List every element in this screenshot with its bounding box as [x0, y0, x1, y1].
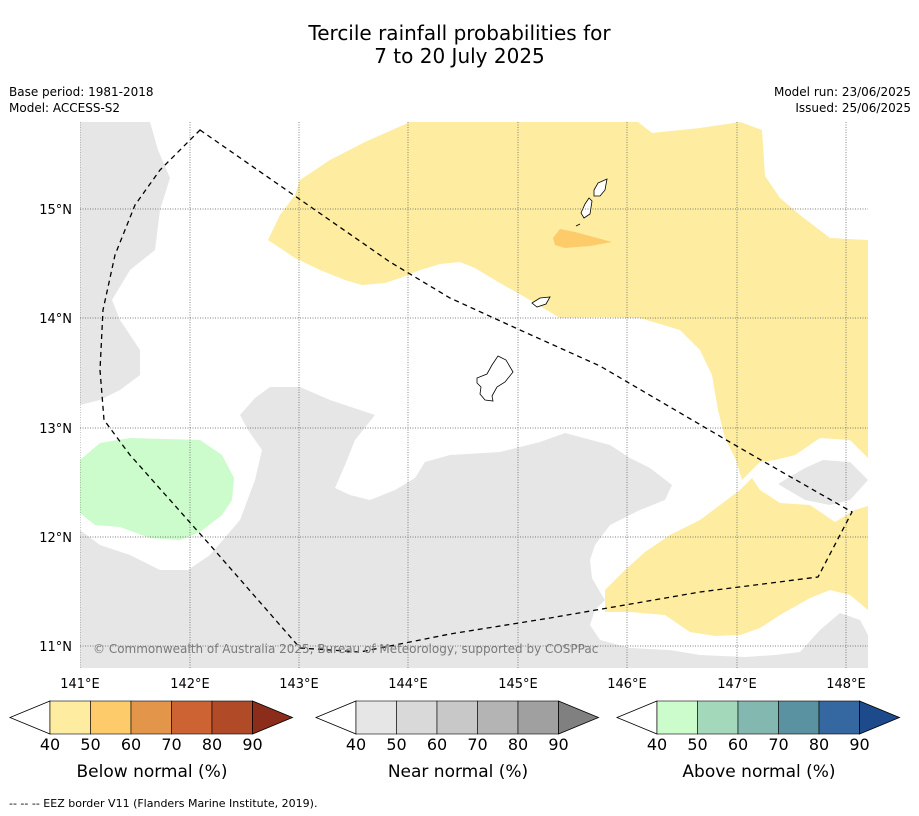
below-colorbar-tick: 90	[242, 735, 262, 754]
above-colorbar-tick: 90	[849, 735, 869, 754]
eez-border	[99, 129, 853, 653]
near-colorbar-under-triangle	[314, 700, 357, 735]
meta-right: Model run: 23/06/2025 Issued: 25/06/2025	[774, 84, 911, 116]
near-colorbar-tick: 50	[386, 735, 406, 754]
above-colorbar-over-triangle	[859, 700, 901, 735]
near-normal-region-west	[80, 122, 170, 405]
above-colorbar-tick: 60	[728, 735, 748, 754]
eez-footnote: -- -- -- EEZ border V11 (Flanders Marine…	[9, 797, 318, 810]
island-aguijan	[575, 223, 581, 227]
above-colorbar-segment	[656, 700, 698, 735]
lat-tick-15: 15°N	[39, 203, 72, 218]
copyright-text: © Commonwealth of Australia 2025, Bureau…	[93, 642, 598, 656]
near-colorbar-tick: 80	[508, 735, 528, 754]
below-colorbar-tick: 70	[161, 735, 181, 754]
above-normal-region	[80, 438, 234, 540]
lon-tick-141: 141°E	[60, 677, 100, 692]
above-colorbar-tick: 70	[768, 735, 788, 754]
island-tinian	[580, 197, 593, 219]
below-colorbar-over-triangle	[252, 700, 294, 735]
colorbar-near-normal: 40 50 60 70 80 90	[314, 700, 600, 754]
chart-title: Tercile rainfall probabilities for 7 to …	[0, 22, 919, 68]
above-colorbar-tick: 80	[809, 735, 829, 754]
near-colorbar-segment	[517, 700, 559, 735]
near-normal-small-patch	[280, 588, 303, 599]
below-colorbar-tick: 60	[121, 735, 141, 754]
model-name: Model: ACCESS-S2	[9, 101, 121, 115]
near-colorbar-segment	[436, 700, 478, 735]
above-colorbar-segment	[778, 700, 820, 735]
colorbar-label-near: Near normal (%)	[387, 762, 529, 782]
lat-axis: 15°N 14°N 13°N 12°N 11°N	[39, 203, 72, 655]
below-normal-region-southeast	[605, 478, 868, 636]
title-line-2: 7 to 20 July 2025	[374, 44, 545, 68]
gridlines	[80, 122, 868, 668]
above-colorbar-tick: 40	[647, 735, 667, 754]
island-rota	[531, 296, 551, 308]
lon-axis: 141°E 142°E 143°E 144°E 145°E 146°E 147°…	[60, 677, 866, 692]
lat-tick-14: 14°N	[39, 312, 72, 327]
colorbar-label-above: Above normal (%)	[682, 762, 836, 782]
below-colorbar-segment	[49, 700, 91, 735]
above-colorbar-segment	[697, 700, 739, 735]
meta-left: Base period: 1981-2018 Model: ACCESS-S2	[9, 84, 154, 116]
below-colorbar-tick: 80	[202, 735, 222, 754]
below-colorbar-segment	[90, 700, 132, 735]
lat-tick-11: 11°N	[39, 640, 72, 655]
lon-tick-146: 146°E	[607, 677, 647, 692]
lon-tick-142: 142°E	[170, 677, 210, 692]
near-colorbar-over-triangle	[558, 700, 600, 735]
lon-tick-145: 145°E	[498, 677, 538, 692]
below-colorbar-segment	[171, 700, 213, 735]
above-colorbar-under-triangle	[615, 700, 658, 735]
near-normal-region-south	[80, 387, 868, 668]
below-colorbar-tick: 40	[40, 735, 60, 754]
map-panel: © Commonwealth of Australia 2025, Bureau…	[80, 122, 868, 668]
below-colorbar-segment	[211, 700, 253, 735]
above-colorbar-segment	[818, 700, 860, 735]
island-saipan	[593, 178, 608, 197]
base-period: Base period: 1981-2018	[9, 85, 154, 99]
above-colorbar-segment	[737, 700, 779, 735]
below-colorbar-tick: 50	[80, 735, 100, 754]
lat-tick-12: 12°N	[39, 531, 72, 546]
near-normal-region-east	[778, 460, 868, 505]
near-colorbar-segment	[477, 700, 519, 735]
colorbar-above-normal: 40 50 60 70 80 90	[615, 700, 901, 754]
lon-tick-147: 147°E	[717, 677, 757, 692]
lon-tick-143: 143°E	[279, 677, 319, 692]
above-colorbar-tick: 50	[687, 735, 707, 754]
lon-tick-148: 148°E	[826, 677, 866, 692]
near-colorbar-tick: 90	[548, 735, 568, 754]
lat-tick-13: 13°N	[39, 422, 72, 437]
issued-date: Issued: 25/06/2025	[795, 101, 911, 115]
below-normal-region-north	[268, 122, 868, 480]
below-colorbar-under-triangle	[8, 700, 51, 735]
below-colorbar-segment	[130, 700, 172, 735]
near-colorbar-tick: 70	[467, 735, 487, 754]
lon-tick-144: 144°E	[388, 677, 428, 692]
near-colorbar-segment	[355, 700, 397, 735]
title-line-1: Tercile rainfall probabilities for	[308, 21, 611, 45]
below-normal-medium-spot	[553, 229, 612, 248]
colorbar-label-below: Below normal (%)	[76, 762, 228, 782]
near-colorbar-segment	[396, 700, 438, 735]
island-guam	[476, 355, 514, 402]
near-colorbar-tick: 60	[427, 735, 447, 754]
near-colorbar-tick: 40	[346, 735, 366, 754]
model-run: Model run: 23/06/2025	[773, 85, 911, 99]
colorbar-below-normal: 40 50 60 70 80 90	[8, 700, 294, 754]
